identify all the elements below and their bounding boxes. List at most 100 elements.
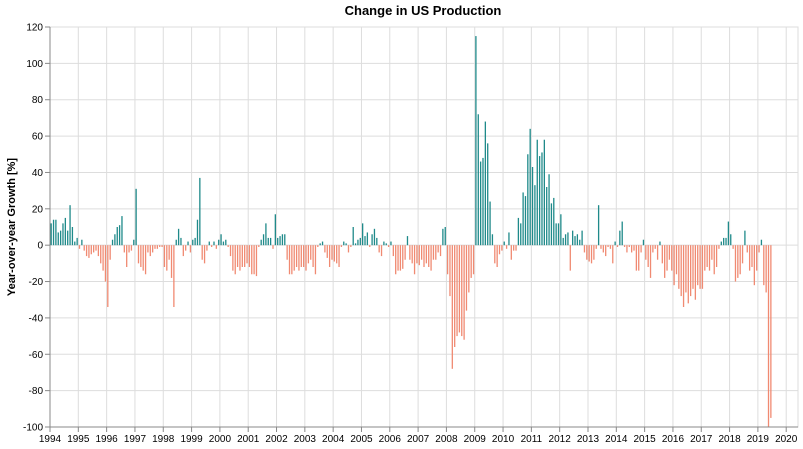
bar <box>406 236 409 246</box>
bar <box>607 245 609 247</box>
y-tick-label: 60 <box>32 132 44 143</box>
bar <box>661 245 663 264</box>
bar <box>380 245 383 257</box>
bar <box>475 36 477 246</box>
bar <box>442 228 444 246</box>
x-tick-label: 2001 <box>237 434 260 445</box>
bar <box>156 245 159 249</box>
bar <box>126 245 128 267</box>
bar <box>376 237 378 246</box>
y-tick-label: 100 <box>26 59 43 70</box>
bar <box>524 196 527 246</box>
x-tick-label: 2013 <box>577 434 600 445</box>
bar <box>88 245 90 258</box>
bar <box>501 245 503 251</box>
bar <box>67 230 69 246</box>
bar <box>347 245 350 253</box>
bar <box>102 245 104 271</box>
x-tick-label: 2009 <box>464 434 487 445</box>
bar <box>288 245 291 275</box>
x-tick-label: 2017 <box>690 434 713 445</box>
bar <box>588 245 590 262</box>
bar <box>151 245 154 253</box>
bar <box>64 217 66 246</box>
bar <box>529 128 531 246</box>
bar <box>465 245 468 311</box>
x-tick-label: 2020 <box>775 434 798 445</box>
bar <box>345 243 347 246</box>
axes: -100 -80 -60 -40 -20 0 20 40 60 80 100 120 1994 1995 1… <box>23 23 798 445</box>
bar <box>286 245 288 260</box>
x-tick-label: 2018 <box>718 434 741 445</box>
bar <box>321 241 324 246</box>
bar <box>326 245 328 258</box>
bar <box>633 245 635 251</box>
bar <box>560 214 562 246</box>
bar <box>199 177 201 246</box>
bar <box>520 223 522 246</box>
bar <box>83 245 85 251</box>
bar <box>107 245 109 307</box>
bar <box>600 245 602 249</box>
bar <box>241 245 243 267</box>
bar <box>357 239 359 246</box>
bar <box>402 245 404 269</box>
bar <box>274 214 276 246</box>
x-tick-label: 2012 <box>549 434 572 445</box>
bar <box>291 245 293 275</box>
bar <box>555 223 557 246</box>
bar <box>675 245 678 275</box>
bar <box>319 243 321 246</box>
bar <box>359 237 361 246</box>
bar <box>262 234 265 246</box>
bar <box>538 156 541 246</box>
bar <box>267 237 269 246</box>
y-axis-title: Year-over-year Growth [%] <box>6 158 18 296</box>
bar <box>269 237 272 246</box>
bar <box>135 188 137 246</box>
bar <box>649 245 652 278</box>
bar <box>517 217 520 246</box>
bar <box>468 245 470 293</box>
bar <box>515 245 517 251</box>
bar <box>118 225 121 246</box>
bar <box>333 245 335 262</box>
bar <box>284 234 286 246</box>
bar <box>595 245 597 249</box>
bar <box>114 234 116 246</box>
bar <box>352 227 354 246</box>
bar <box>277 237 279 246</box>
bar <box>505 245 508 249</box>
bar <box>682 245 685 307</box>
bar <box>673 245 675 286</box>
bar <box>338 245 340 267</box>
bar <box>737 245 739 278</box>
bar <box>336 245 338 264</box>
bar <box>572 230 574 246</box>
x-tick-label: 2010 <box>492 434 515 445</box>
x-tick-label: 2015 <box>633 434 656 445</box>
bar <box>444 227 446 246</box>
bar <box>699 245 701 289</box>
bar <box>371 234 373 246</box>
bar <box>225 239 227 246</box>
bar <box>626 245 628 253</box>
bar <box>753 245 755 286</box>
bar <box>583 245 586 253</box>
bar <box>340 245 343 247</box>
x-tick-label: 2005 <box>350 434 373 445</box>
bar <box>638 245 640 271</box>
bar <box>456 245 458 337</box>
bar <box>576 234 579 246</box>
bar <box>744 230 746 246</box>
bar <box>605 245 607 257</box>
bar <box>748 245 751 271</box>
bar <box>78 245 81 249</box>
bar <box>159 245 161 247</box>
bar <box>623 245 626 247</box>
bar <box>432 245 435 260</box>
bar <box>343 241 345 246</box>
bar <box>220 234 222 246</box>
bar <box>553 197 555 246</box>
bar <box>491 234 494 246</box>
